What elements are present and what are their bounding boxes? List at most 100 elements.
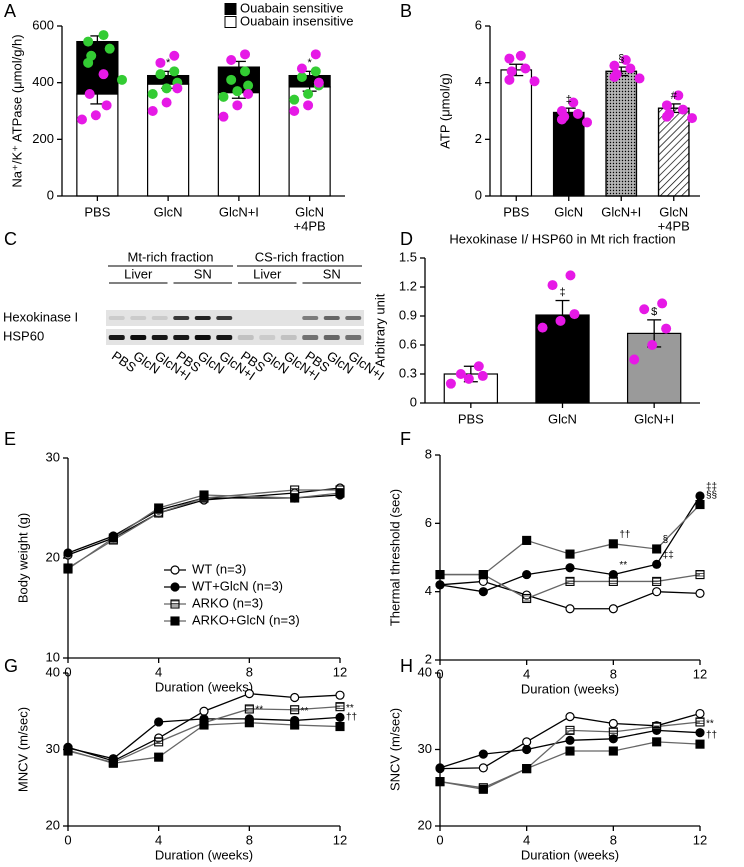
data-point [661, 111, 672, 122]
x-tick-label: PBS [503, 204, 529, 219]
series-line [67, 487, 341, 556]
data-point [232, 100, 243, 111]
data-point [104, 43, 115, 54]
y-tick-label: 0 [475, 187, 482, 202]
marker [170, 599, 180, 609]
x-tick-label: GlcN [548, 411, 577, 426]
annotation: §§ [706, 490, 717, 501]
data-point [218, 111, 229, 122]
data-point [515, 50, 526, 61]
annotation: ** [255, 705, 263, 716]
marker [695, 728, 705, 738]
marker [652, 544, 662, 554]
row-label: Hexokinase I [3, 309, 78, 324]
y-tick-label: 30 [418, 741, 432, 756]
data-point [547, 280, 558, 291]
marker [154, 503, 164, 513]
marker [154, 752, 164, 762]
series-line [67, 492, 341, 570]
marker [290, 692, 300, 703]
y-tick-label: 0 [410, 394, 417, 409]
fraction-label: CS-rich fraction [255, 249, 345, 264]
x-tick-label: 4 [155, 664, 162, 679]
annotation: * [307, 57, 312, 69]
data-point [172, 83, 183, 94]
x-tick-label: GlcN [659, 204, 688, 219]
marker [565, 549, 575, 559]
marker [695, 499, 705, 510]
bar [552, 111, 585, 197]
band [280, 335, 297, 340]
data-point [161, 97, 172, 108]
data-point [226, 55, 237, 65]
data-point [101, 100, 112, 111]
marker [608, 539, 618, 549]
x-tick-label: GlcN [554, 204, 583, 219]
band [130, 316, 147, 320]
data-point [313, 77, 324, 88]
marker [565, 725, 575, 735]
x-tick-label: PBS [84, 204, 110, 219]
y-tick-label: 600 [32, 17, 54, 32]
data-point [556, 114, 567, 125]
bar-segment [76, 93, 119, 197]
data-point [169, 50, 180, 61]
marker [290, 720, 300, 730]
bar [500, 69, 533, 197]
data-point [625, 63, 636, 74]
annotation: § [618, 53, 624, 65]
data-point [661, 100, 672, 111]
band [345, 316, 362, 320]
data-point [687, 113, 698, 124]
data-point [639, 304, 650, 315]
annotation: ‡ [566, 94, 572, 106]
band [237, 335, 254, 340]
data-point [84, 89, 95, 99]
data-point [147, 106, 158, 116]
panel-label: D [400, 229, 413, 249]
marker [435, 580, 445, 590]
data-point [90, 110, 101, 121]
data-point [289, 106, 300, 116]
marker [652, 576, 662, 586]
y-tick-label: 40 [46, 664, 60, 679]
data-point [226, 74, 237, 85]
band [173, 335, 190, 340]
data-point [169, 66, 180, 77]
annotation: †† [706, 730, 717, 741]
data-point [473, 361, 484, 372]
y-tick-label: 0.9 [399, 307, 417, 322]
marker [522, 535, 532, 545]
y-tick-label: 20 [418, 817, 432, 832]
y-tick-label: 40 [418, 664, 432, 679]
data-point [477, 370, 488, 381]
x-tick-label: 4 [155, 832, 162, 847]
marker [565, 604, 575, 614]
y-axis-label: Body weight (g) [15, 513, 30, 603]
x-axis-label: Duration (weeks) [155, 679, 253, 694]
group-label: SN [323, 266, 341, 281]
marker [435, 570, 445, 580]
marker [522, 569, 532, 580]
marker [63, 564, 73, 574]
marker [522, 737, 532, 747]
marker [290, 705, 300, 715]
marker [565, 576, 575, 586]
marker [108, 533, 118, 543]
data-point [116, 74, 127, 85]
y-tick-label: 0.6 [399, 336, 417, 351]
y-tick-label: 1.2 [399, 278, 417, 293]
band [108, 316, 125, 320]
marker [335, 702, 345, 712]
x-tick-label: 12 [693, 666, 707, 681]
band [108, 335, 125, 340]
marker [290, 493, 300, 503]
marker [652, 721, 662, 732]
annotation: * [166, 57, 171, 69]
chart-title: Hexokinase I/ HSP60 in Mt rich fraction [449, 231, 675, 246]
marker [63, 548, 73, 558]
y-tick-label: 2 [475, 131, 482, 146]
data-point [303, 100, 314, 111]
band [323, 335, 340, 340]
data-point [677, 104, 688, 115]
